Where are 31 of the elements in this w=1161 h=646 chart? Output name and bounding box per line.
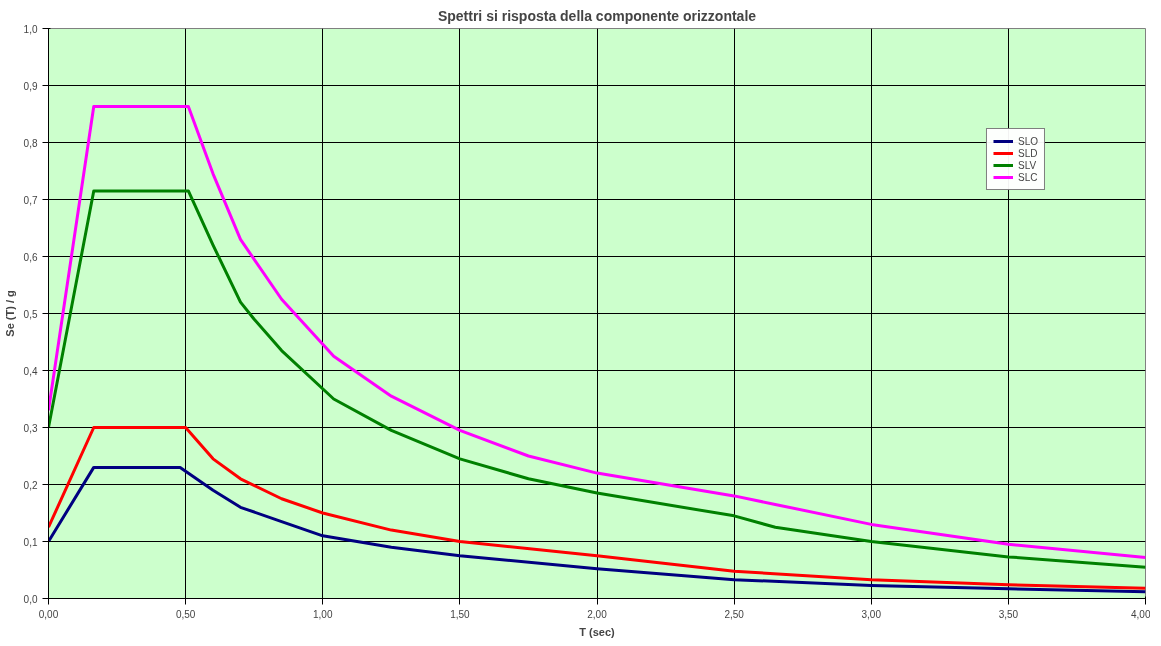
legend-label: SLV [1017,159,1038,171]
legend-label: SLD [1017,147,1038,159]
x-tick-label: 3,00 [861,608,882,620]
chart-title: Spettri si risposta della componente orizzontale [437,7,757,24]
x-tick-label: 0,50 [175,608,196,620]
x-tick-label: 2,00 [587,608,608,620]
y-tick-label: 0,3 [23,422,38,434]
y-tick-label: 0,6 [23,251,38,263]
x-tick-label: 3,50 [998,608,1019,620]
x-tick-label: 0,00 [38,608,59,620]
line-series [48,189,1146,569]
y-tick-label: 0,2 [23,479,38,491]
y-tick-label: 1,0 [23,23,38,35]
x-tick-label: 2,50 [724,608,745,620]
y-tick-label: 0,8 [23,137,38,149]
legend-label: SLO [1017,135,1038,147]
y-tick-label: 0,0 [23,593,38,605]
x-tick-label: 1,50 [450,608,471,620]
x-axis-title: T (sec) [579,625,616,638]
x-tick-label: 4,00 [1131,608,1151,620]
y-tick-label: 0,4 [23,365,38,377]
y-tick-label: 0,7 [23,194,38,206]
y-axis-title: Se (T) / g [3,290,16,337]
y-tick-label: 0,1 [23,536,38,548]
line-series [48,426,1146,590]
line-series [48,105,1146,559]
legend-label: SLC [1017,171,1038,183]
line-series [48,465,1146,594]
x-tick-label: 1,00 [313,608,333,620]
y-tick-label: 0,9 [23,80,38,92]
y-tick-label: 0,5 [23,308,38,320]
